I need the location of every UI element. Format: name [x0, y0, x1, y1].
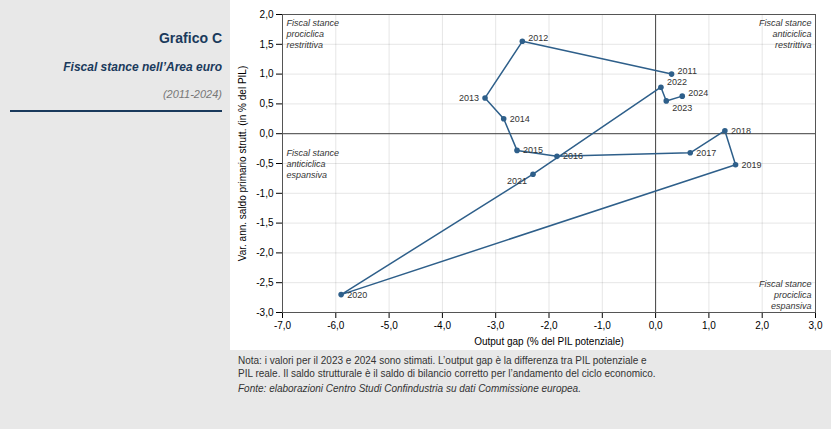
html-text:Grafico C: Grafico C: [159, 30, 222, 46]
svg-text:2018: 2018: [731, 126, 751, 136]
svg-text:1,5: 1,5: [260, 39, 274, 50]
svg-text:3,0: 3,0: [809, 320, 823, 331]
svg-text:Var. ann. saldo primario strut: Var. ann. saldo primario strutt. (in % d…: [237, 66, 248, 261]
svg-text:2014: 2014: [510, 114, 530, 124]
svg-text:2021: 2021: [507, 176, 527, 186]
svg-text:2,0: 2,0: [260, 9, 274, 20]
svg-text:-6,0: -6,0: [327, 320, 345, 331]
svg-text:-3,0: -3,0: [487, 320, 505, 331]
svg-text:-7,0: -7,0: [274, 320, 292, 331]
svg-text:1,0: 1,0: [702, 320, 716, 331]
html-text:Nota: i valori per il 2023 e 2: Nota: i valori per il 2023 e 2024 sono s…: [238, 355, 656, 379]
svg-text:2012: 2012: [528, 33, 548, 43]
html-text:Fonte: elaborazioni Centro Stu: Fonte: elaborazioni Centro Studi Confind…: [238, 383, 581, 394]
svg-text:-2,5: -2,5: [256, 277, 274, 288]
svg-text:2019: 2019: [742, 160, 762, 170]
svg-text:2015: 2015: [523, 145, 543, 155]
svg-text:-0,5: -0,5: [256, 158, 274, 169]
svg-text:-5,0: -5,0: [380, 320, 398, 331]
html-text:Fiscal stance nell’Area euro: Fiscal stance nell’Area euro: [63, 60, 222, 74]
svg-text:-2,0: -2,0: [540, 320, 558, 331]
svg-text:1,0: 1,0: [260, 68, 274, 79]
svg-text:2024: 2024: [688, 88, 708, 98]
svg-text:0,0: 0,0: [260, 128, 274, 139]
svg-text:-4,0: -4,0: [434, 320, 452, 331]
svg-text:Fiscal stanceanticiclicarestri: Fiscal stanceanticiclicarestrittiva: [759, 18, 812, 50]
svg-text:-1,0: -1,0: [594, 320, 612, 331]
svg-text:2013: 2013: [459, 93, 479, 103]
svg-text:2016: 2016: [563, 151, 583, 161]
svg-text:Fiscal stanceprociclicaespansi: Fiscal stanceprociclicaespansiva: [759, 279, 812, 311]
svg-text:Output gap (% del PIL potenzia: Output gap (% del PIL potenziale): [474, 336, 624, 347]
svg-text:-3,0: -3,0: [256, 307, 274, 318]
svg-text:-2,0: -2,0: [256, 247, 274, 258]
svg-text:2023: 2023: [672, 103, 692, 113]
svg-text:2011: 2011: [678, 66, 697, 76]
svg-text:2022: 2022: [667, 77, 687, 87]
svg-text:2020: 2020: [347, 290, 367, 300]
svg-text:-1,5: -1,5: [256, 217, 274, 228]
svg-text:0,5: 0,5: [260, 98, 274, 109]
svg-text:-1,0: -1,0: [256, 188, 274, 199]
html-text:(2011-2024): (2011-2024): [162, 88, 222, 100]
svg-text:2017: 2017: [696, 148, 716, 158]
svg-text:Fiscal stanceanticiclicaespans: Fiscal stanceanticiclicaespansiva: [287, 148, 340, 180]
svg-text:2,0: 2,0: [755, 320, 769, 331]
svg-text:0,0: 0,0: [649, 320, 663, 331]
svg-text:Fiscal stanceprociclicarestrit: Fiscal stanceprociclicarestrittiva: [286, 18, 340, 50]
